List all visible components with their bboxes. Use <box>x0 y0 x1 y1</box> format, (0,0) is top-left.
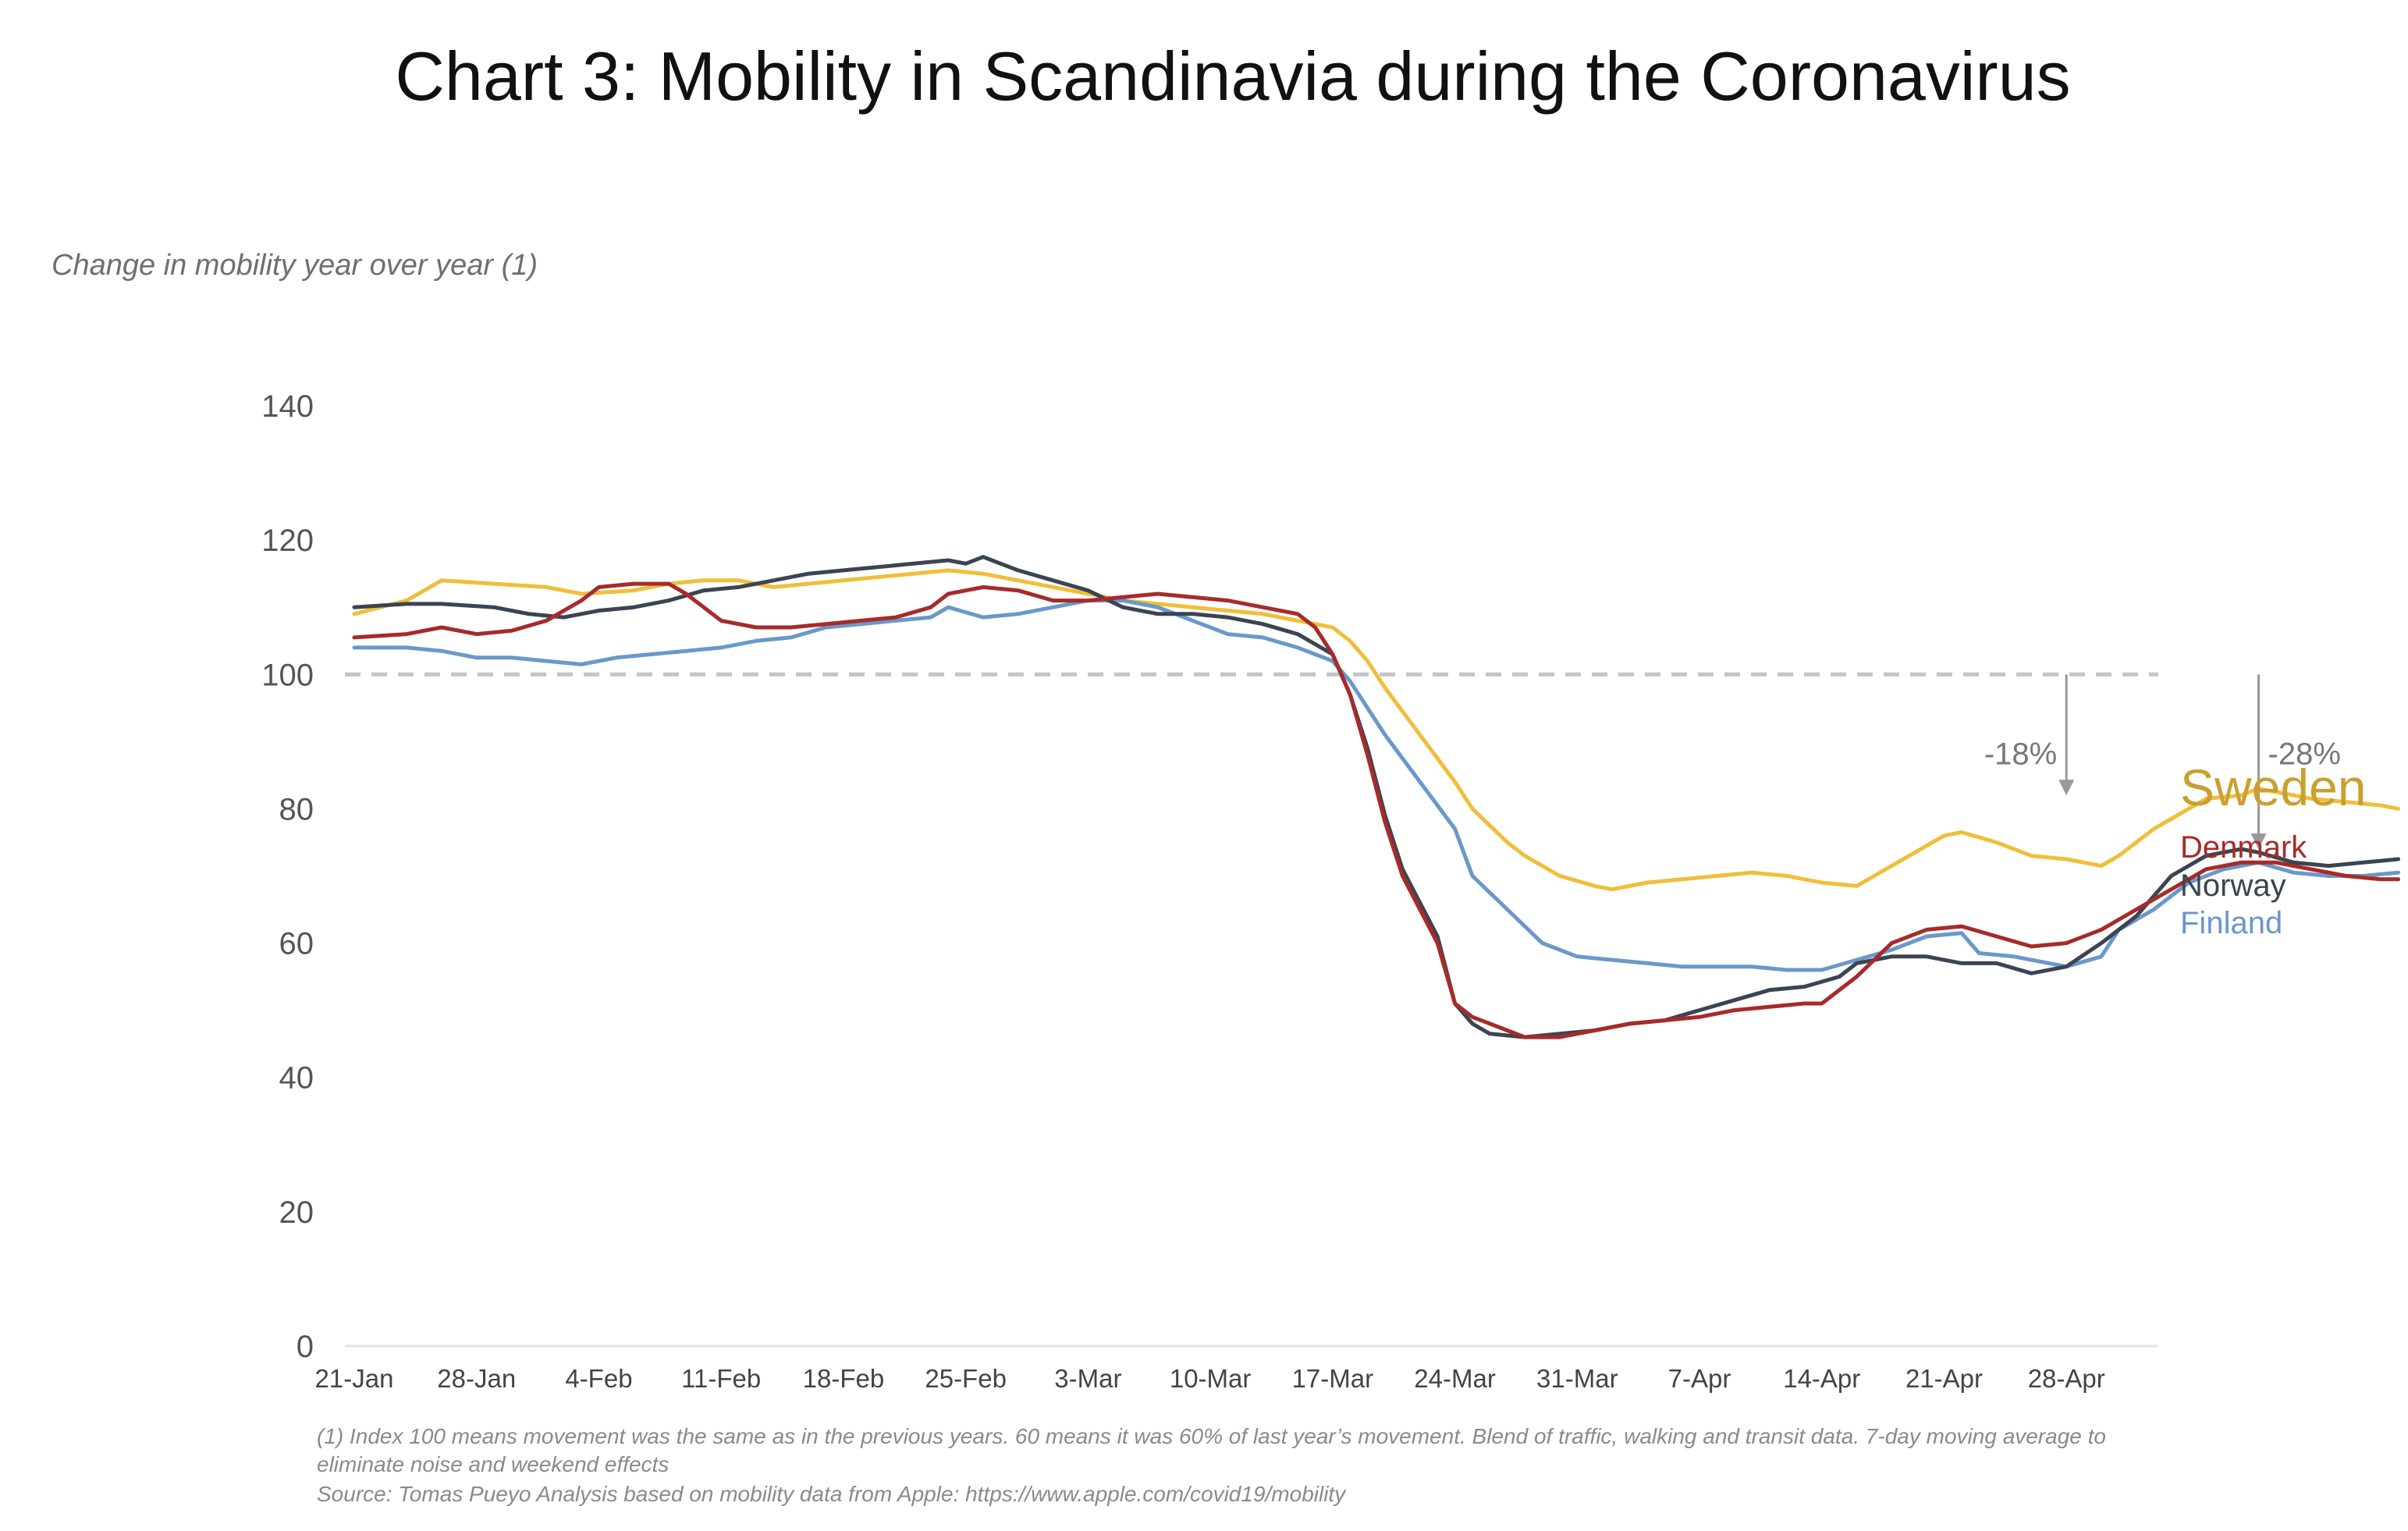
x-tick-label: 14-Apr <box>1783 1364 1860 1393</box>
y-tick-label: 0 <box>297 1330 314 1364</box>
series-line-norway <box>352 555 2401 1039</box>
annotation-arrow-head <box>2250 833 2267 850</box>
x-tick-label: 11-Feb <box>681 1364 761 1393</box>
legend-denmark: Denmark <box>2180 830 2307 865</box>
y-axis-label: Change in mobility year over year (1) <box>51 249 538 282</box>
y-tick-label: 60 <box>279 927 314 961</box>
y-tick-label: 80 <box>279 792 314 826</box>
x-tick-label: 7-Apr <box>1668 1364 1731 1393</box>
annotations: -18% -28% <box>1984 674 2341 850</box>
x-tick-label: 4-Feb <box>565 1364 632 1393</box>
annotation-label: -28% <box>2268 737 2341 772</box>
footnote-source: Source: Tomas Pueyo Analysis based on mo… <box>317 1482 1347 1506</box>
x-tick-label: 31-Mar <box>1536 1364 1618 1393</box>
y-tick-label: 40 <box>279 1061 314 1096</box>
y-tick-label: 100 <box>261 658 314 692</box>
x-tick-label: 18-Feb <box>803 1364 885 1393</box>
y-axis-ticks: 0 20 40 60 80 100 120 140 <box>261 389 314 1364</box>
series-line-sweden <box>352 568 2401 892</box>
annotation-label: -18% <box>1984 737 2057 772</box>
y-tick-label: 120 <box>261 524 314 558</box>
x-tick-label: 24-Mar <box>1414 1364 1496 1393</box>
x-axis-ticks: 21-Jan 28-Jan 4-Feb 11-Feb 18-Feb 25-Feb 3-Mar… <box>315 1364 2105 1393</box>
legend-finland: Finland <box>2180 906 2282 940</box>
x-tick-label: 28-Apr <box>2028 1364 2105 1393</box>
x-tick-label: 17-Mar <box>1292 1364 1374 1393</box>
series-lines <box>352 555 2401 1039</box>
y-tick-label: 20 <box>279 1195 314 1230</box>
x-tick-label: 21-Jan <box>315 1364 394 1393</box>
x-tick-label: 10-Mar <box>1170 1364 1252 1393</box>
x-tick-label: 21-Apr <box>1905 1364 1983 1393</box>
series-line-denmark <box>352 581 2401 1039</box>
legend-norway: Norway <box>2180 869 2286 903</box>
x-tick-label: 25-Feb <box>925 1364 1007 1393</box>
footnote-line-1: (1) Index 100 means movement was the sam… <box>317 1424 2106 1448</box>
x-tick-label: 28-Jan <box>437 1364 516 1393</box>
legend-sweden: Sweden <box>2180 758 2367 816</box>
annotation-arrow-head <box>2058 780 2075 796</box>
y-tick-label: 140 <box>261 389 314 424</box>
footnote-line-2: eliminate noise and weekend effects <box>317 1452 669 1476</box>
chart-title: Chart 3: Mobility in Scandinavia during … <box>395 37 2070 115</box>
x-tick-label: 3-Mar <box>1054 1364 1121 1393</box>
